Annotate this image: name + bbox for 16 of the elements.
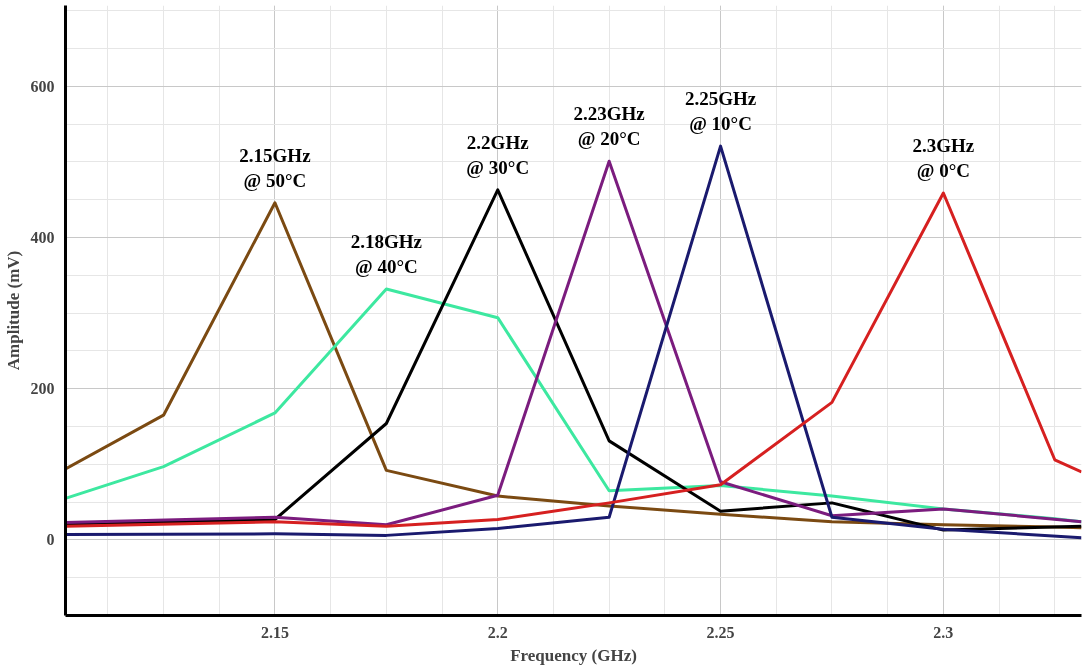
annotation: 2.2GHz @ 30°C	[466, 131, 530, 178]
x-tick-label: 2.3	[933, 623, 954, 641]
x-tick-label: 2.25	[706, 623, 735, 641]
y-tick-label: 400	[30, 229, 55, 247]
annotation: 2.25GHz @ 10°C	[684, 87, 757, 135]
annotation: 2.23GHz @ 20°C	[573, 103, 646, 150]
annotation: 2.18GHz @ 40°C	[350, 230, 423, 277]
y-tick-label: 0	[46, 531, 55, 549]
annotation: 2.15GHz @ 50°C	[239, 144, 312, 191]
y-tick-label: 600	[30, 77, 55, 95]
y-axis-title: Amplitude (mV)	[3, 250, 23, 371]
x-tick-label: 2.15	[260, 623, 289, 641]
y-tick-label: 200	[30, 380, 55, 398]
x-axis-title: Frequency (GHz)	[510, 645, 637, 665]
annotation: 2.3GHz @ 0°C	[912, 134, 975, 181]
x-tick-label: 2.2	[487, 623, 508, 641]
